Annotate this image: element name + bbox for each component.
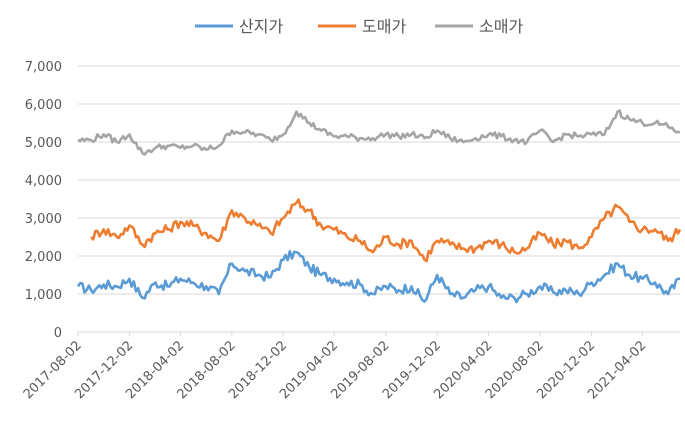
y-tick-label: 4,000 xyxy=(25,174,62,189)
legend-label: 도매가 xyxy=(362,17,406,36)
series-line-1 xyxy=(76,250,680,304)
y-tick-label: 5,000 xyxy=(25,136,62,151)
x-axis: 2017-08-022017-12-022018-04-022018-08-02… xyxy=(21,332,649,402)
y-tick-label: 6,000 xyxy=(25,98,62,113)
y-tick-label: 0 xyxy=(54,326,62,341)
gridlines xyxy=(78,65,680,333)
y-tick-label: 1,000 xyxy=(25,288,62,303)
legend-label: 소매가 xyxy=(479,17,523,36)
series-lines xyxy=(76,109,682,304)
legend: 산지가 도매가 소매가 xyxy=(195,17,523,36)
series-line-3 xyxy=(77,109,681,156)
series-line-2 xyxy=(90,198,682,263)
y-axis: 0 1,000 2,000 3,000 4,000 5,000 6,000 7,000 xyxy=(25,60,62,341)
y-tick-label: 3,000 xyxy=(25,212,62,227)
y-tick-label: 7,000 xyxy=(25,60,62,75)
y-tick-label: 2,000 xyxy=(25,250,62,265)
legend-label: 산지가 xyxy=(239,17,283,36)
